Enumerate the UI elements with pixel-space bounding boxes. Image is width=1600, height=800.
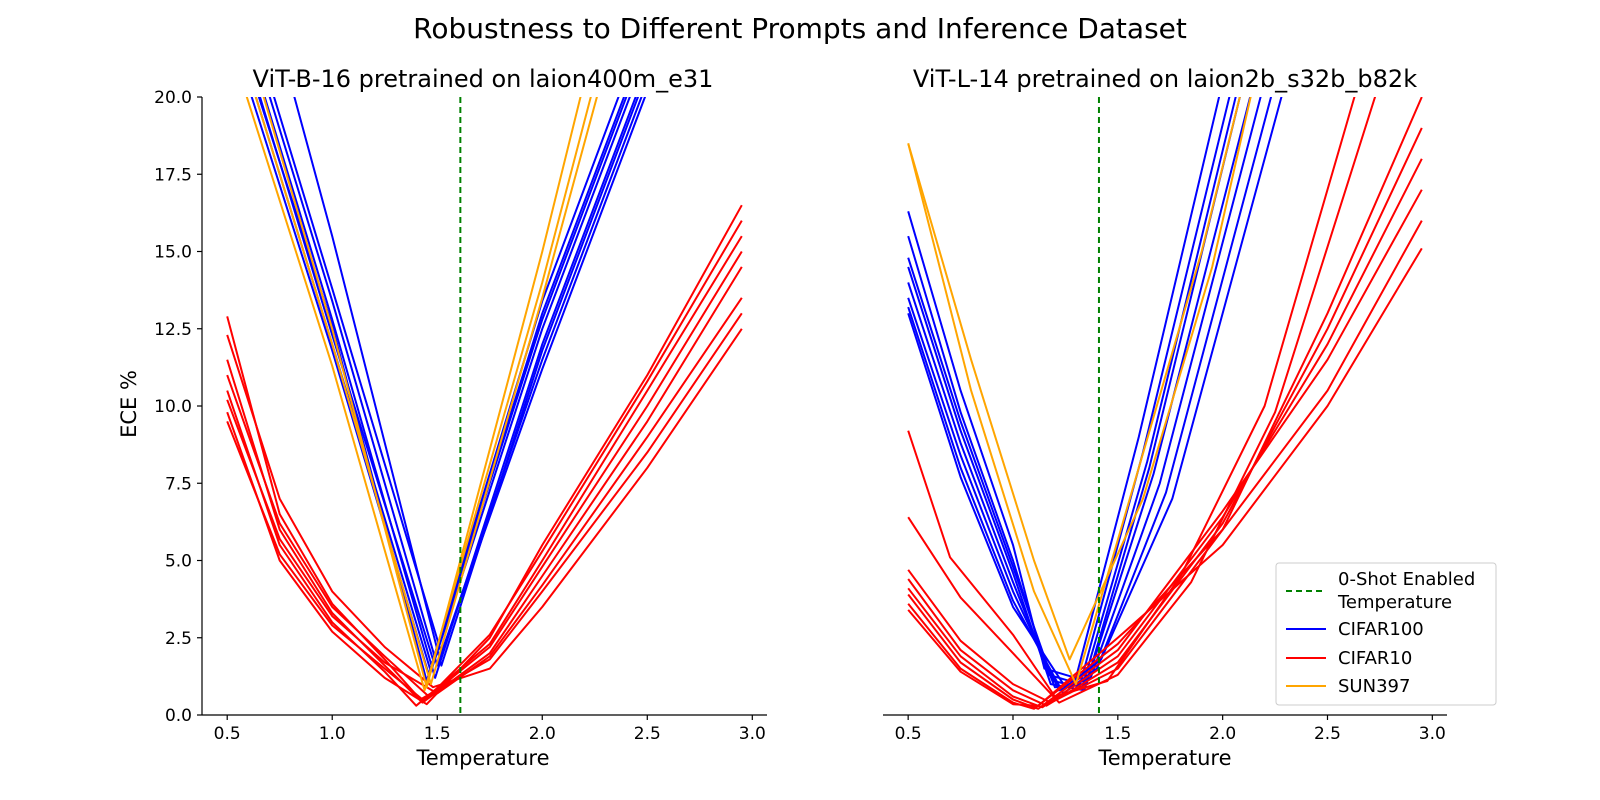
left-series-cifar10-10 xyxy=(226,235,743,707)
legend: 0-Shot Enabled Temperature CIFAR100 CIFA… xyxy=(1275,562,1497,706)
right-x-tick-label: 0.5 xyxy=(895,724,922,744)
left-series-cifar100-6 xyxy=(293,97,640,667)
left-x-tick-label: 2.5 xyxy=(634,724,661,744)
right-x-tick-label: 3.0 xyxy=(1419,724,1446,744)
left-series-cifar10-14 xyxy=(226,220,743,703)
left-x-axis-label: Temperature xyxy=(415,746,549,770)
legend-cifar10-label: CIFAR10 xyxy=(1338,648,1412,669)
right-series-cifar100-3 xyxy=(907,97,1252,689)
right-chart-panel: ViT-L-14 pretrained on laion2b_s32b_b82k… xyxy=(883,65,1447,770)
right-chart-title: ViT-L-14 pretrained on laion2b_s32b_b82k xyxy=(913,65,1417,93)
right-series-cifar10-14 xyxy=(907,220,1423,710)
left-series-cifar100-1 xyxy=(254,97,631,673)
left-y-tick-label: 15.0 xyxy=(154,243,192,263)
right-series-sun397-16 xyxy=(907,97,1241,686)
left-y-axis-label: ECE % xyxy=(117,370,141,438)
left-y-tick-label: 10.0 xyxy=(154,397,192,417)
left-x-tick-label: 1.0 xyxy=(319,724,346,744)
legend-sun397-label: SUN397 xyxy=(1338,676,1410,697)
right-series-cifar10-15 xyxy=(907,247,1423,707)
left-chart-title: ViT-B-16 pretrained on laion400m_e31 xyxy=(253,65,714,93)
legend-cifar100-label: CIFAR100 xyxy=(1338,619,1424,640)
left-y-tick-label: 2.5 xyxy=(165,629,192,649)
left-series-cifar10-15 xyxy=(226,297,743,695)
left-y-tick-label: 7.5 xyxy=(165,474,192,494)
legend-zero-shot-label-line2: Temperature xyxy=(1337,592,1452,613)
left-x-tick-label: 0.5 xyxy=(214,724,241,744)
left-y-tick-label: 12.5 xyxy=(154,320,192,340)
left-series-cifar10-12 xyxy=(226,328,743,689)
legend-zero-shot-label: 0-Shot Enabled xyxy=(1338,569,1475,590)
left-plot-area xyxy=(226,97,743,707)
left-series-cifar10-11 xyxy=(226,204,743,706)
left-y-tick-label: 20.0 xyxy=(154,88,192,108)
left-x-tick-label: 3.0 xyxy=(739,724,766,744)
figure-title: Robustness to Different Prompts and Infe… xyxy=(413,12,1187,45)
left-chart-panel: ViT-B-16 pretrained on laion400m_e31 Tem… xyxy=(117,65,767,770)
right-series-cifar10-12 xyxy=(907,158,1423,709)
left-series-sun397-16 xyxy=(262,97,582,689)
right-series-cifar100-6 xyxy=(907,97,1283,689)
right-x-tick-label: 2.5 xyxy=(1314,724,1341,744)
left-series-cifar100-0 xyxy=(263,97,637,679)
left-x-tick-label: 1.5 xyxy=(424,724,451,744)
right-x-tick-label: 1.5 xyxy=(1104,724,1131,744)
right-series-cifar10-9 xyxy=(907,97,1377,704)
right-x-tick-label: 2.0 xyxy=(1209,724,1236,744)
right-series-cifar10-10 xyxy=(907,97,1423,704)
right-plot-area xyxy=(907,97,1423,710)
left-y-tick-label: 0.0 xyxy=(165,706,192,726)
right-x-tick-label: 1.0 xyxy=(999,724,1026,744)
left-series-cifar100-2 xyxy=(268,97,643,667)
legend-frame xyxy=(1275,562,1497,706)
right-series-cifar10-11 xyxy=(907,127,1423,707)
left-series-cifar100-5 xyxy=(273,97,647,655)
left-y-tick-label: 5.0 xyxy=(165,552,192,572)
right-series-cifar100-2 xyxy=(907,97,1241,692)
right-series-sun397-17 xyxy=(907,97,1252,661)
right-x-axis-label: Temperature xyxy=(1097,746,1231,770)
left-x-tick-label: 2.0 xyxy=(529,724,556,744)
left-series-cifar100-7 xyxy=(257,97,620,682)
left-series-sun397-18 xyxy=(245,97,592,692)
right-series-cifar10-8 xyxy=(907,97,1356,698)
left-y-tick-label: 17.5 xyxy=(154,165,192,185)
left-series-sun397-17 xyxy=(254,97,598,686)
right-series-cifar100-7 xyxy=(907,97,1237,689)
left-series-cifar10-13 xyxy=(226,250,743,698)
